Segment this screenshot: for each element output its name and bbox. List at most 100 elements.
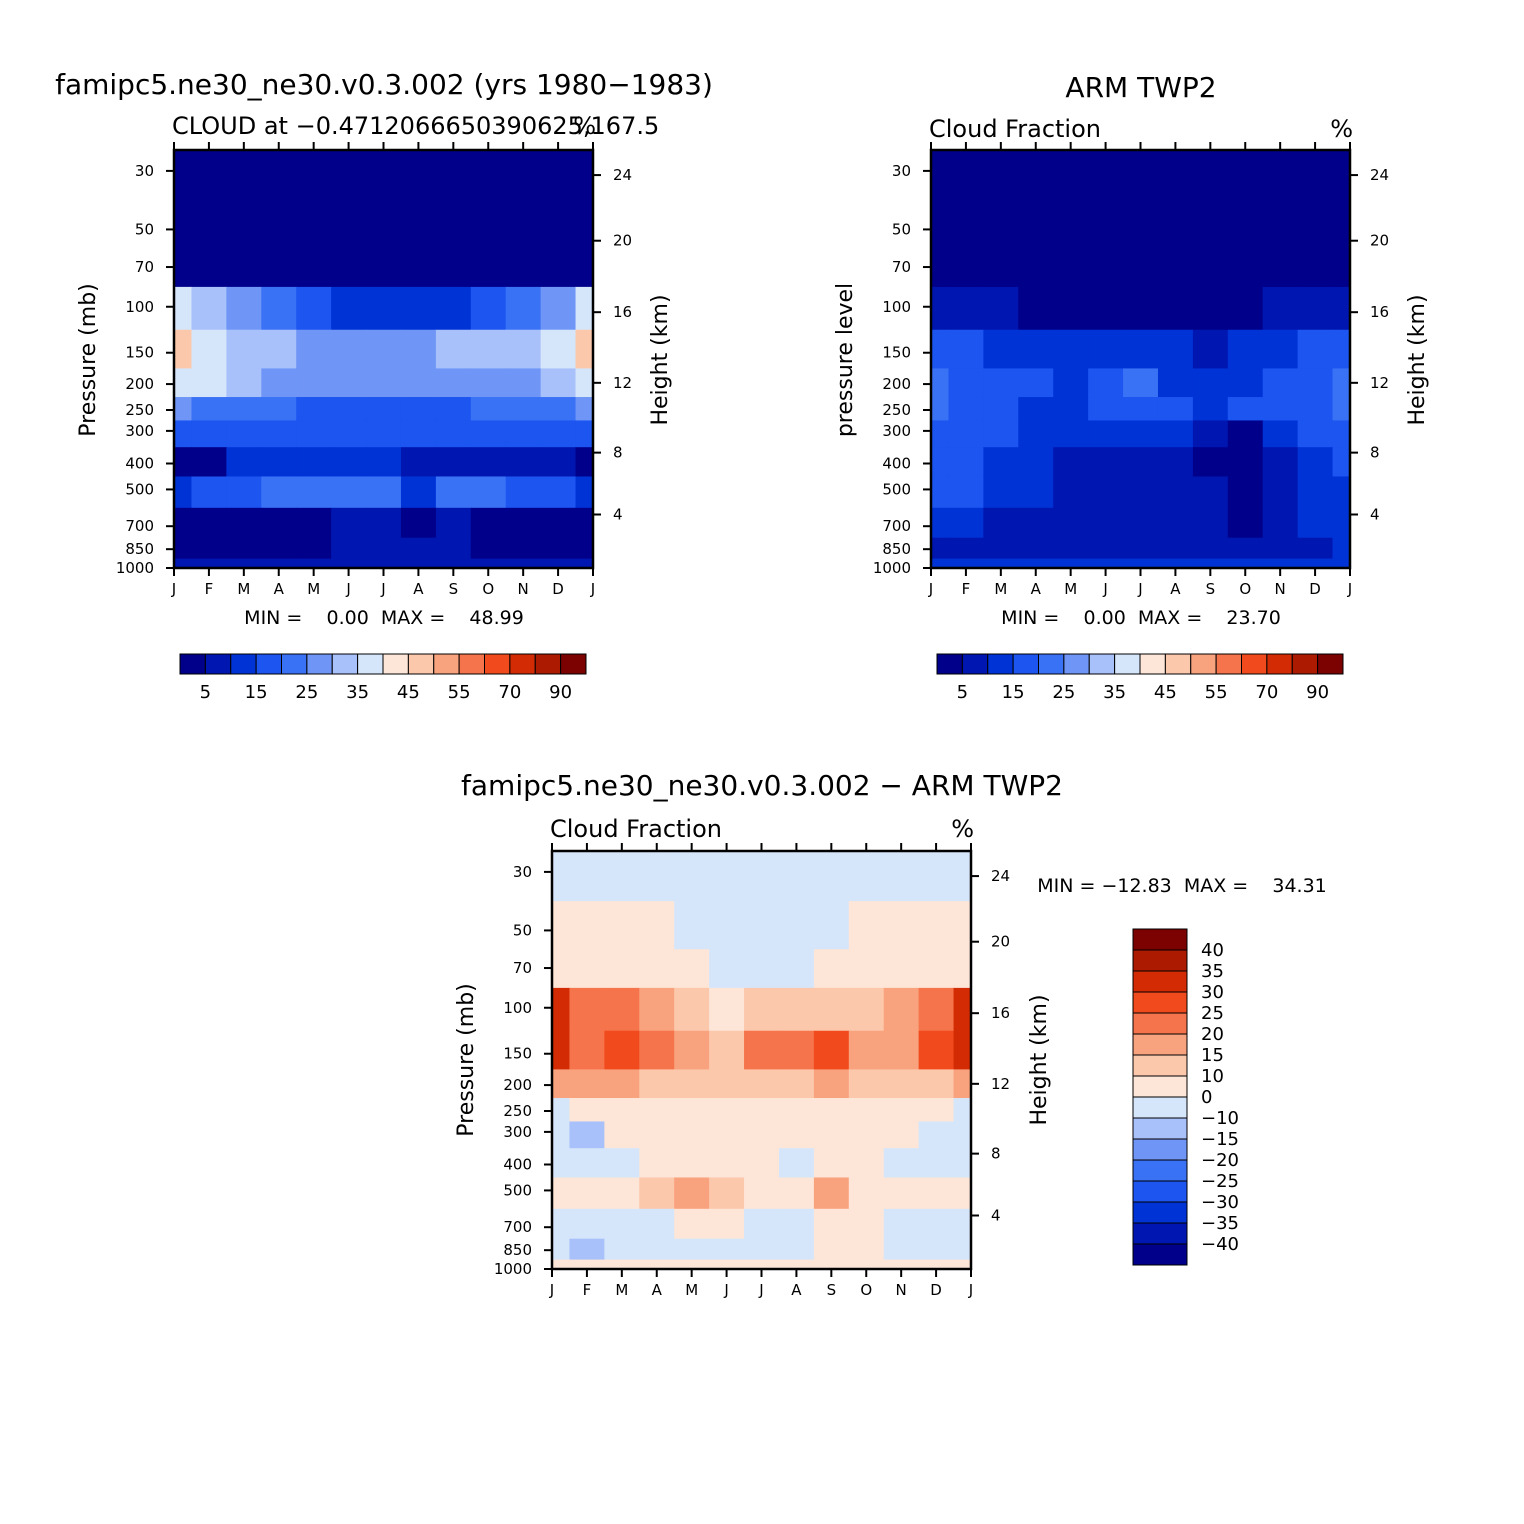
heatmap-cell: [1332, 447, 1351, 478]
heatmap-cell: [226, 476, 262, 509]
heatmap-cell: [261, 476, 297, 509]
heatmap-cell: [174, 329, 193, 370]
heatmap-cell: [540, 286, 577, 331]
heatmap-cell: [575, 420, 594, 448]
heatmap-cell: [709, 1238, 745, 1261]
colorbar-label: −35: [1201, 1213, 1239, 1234]
heatmap-cell: [1053, 150, 1089, 201]
heatmap-cell: [778, 1238, 815, 1261]
heatmap-cell: [1053, 420, 1089, 448]
y-tick-label: 850: [882, 540, 911, 558]
heatmap-cell: [744, 901, 780, 950]
heatmap-cell: [552, 901, 571, 950]
heatmap-cell: [261, 420, 297, 448]
heatmap-cell: [470, 200, 507, 249]
heatmap-cell: [674, 1098, 710, 1123]
heatmap-cell: [1053, 286, 1089, 331]
y-tick-label: 1000: [494, 1260, 532, 1278]
heatmap-cell: [744, 1177, 780, 1210]
obs-title: ARM TWP2: [1065, 71, 1216, 104]
heatmap-cell: [435, 537, 472, 560]
heatmap-cell: [639, 1259, 675, 1270]
heatmap-cell: [918, 987, 955, 1032]
heatmap-cell: [674, 1177, 710, 1210]
heatmap-cell: [435, 200, 472, 249]
heatmap-cell: [983, 329, 1019, 370]
colorbar-box: [1012, 653, 1039, 675]
heatmap-cell: [848, 1098, 885, 1123]
heatmap-cell: [331, 286, 367, 331]
y-tick-right-label: 16: [1370, 303, 1389, 321]
obs-panel: ARM TWP2 Cloud Fraction % J F M A M J J A S O N D J 3…: [833, 71, 1430, 703]
colorbar-box: [1266, 653, 1293, 675]
colorbar-label: −20: [1201, 1150, 1239, 1171]
heatmap-cell: [540, 476, 577, 509]
colorbar-box: [987, 653, 1014, 675]
heatmap-cell: [931, 558, 950, 569]
heatmap-cell: [552, 987, 571, 1032]
heatmap-cell: [1262, 248, 1299, 288]
heatmap-cell: [1297, 476, 1334, 509]
heatmap-cell: [470, 507, 507, 539]
y-tick-label: 70: [135, 258, 154, 276]
colorbar-label: −40: [1201, 1234, 1239, 1255]
y-tick-label: 1000: [116, 559, 154, 577]
heatmap-cell: [400, 507, 437, 539]
x-tick-label: O: [482, 580, 494, 598]
heatmap-cell: [1018, 447, 1054, 478]
colorbar-box: [331, 653, 359, 675]
heatmap-cell: [813, 1148, 850, 1179]
heatmap-cell: [226, 537, 262, 560]
colorbar-label: 0: [1201, 1087, 1212, 1108]
colorbar-box: [306, 653, 333, 675]
heatmap-cell: [983, 200, 1019, 249]
heatmap-cell: [983, 397, 1019, 422]
y-tick-right-label: 16: [613, 303, 632, 321]
heatmap-cell: [505, 507, 542, 539]
heatmap-cell: [1123, 248, 1159, 288]
heatmap-cell: [569, 1148, 605, 1179]
heatmap-cell: [470, 368, 507, 398]
heatmap-cell: [366, 558, 402, 569]
heatmap-cell: [575, 329, 594, 370]
heatmap-cell: [1297, 248, 1334, 288]
heatmap-cell: [400, 397, 437, 422]
heatmap-cell: [366, 537, 402, 560]
colorbar-label: 15: [245, 682, 268, 703]
heatmap-cell: [918, 851, 955, 902]
colorbar-box: [1132, 1243, 1188, 1266]
heatmap-cell: [505, 286, 542, 331]
heatmap-cell: [331, 329, 367, 370]
heatmap-cell: [744, 987, 780, 1032]
x-tick-label: J: [1137, 580, 1142, 598]
y-tick-label: 50: [513, 921, 532, 939]
obs-colorbar: 5 15 25 35 45 55 70 90: [936, 653, 1344, 703]
heatmap-cell: [1088, 329, 1124, 370]
heatmap-cell: [1192, 558, 1229, 569]
heatmap-cell: [470, 329, 507, 370]
y-tick-label: 500: [125, 480, 154, 498]
heatmap-cell: [983, 558, 1019, 569]
heatmap-cell: [191, 248, 227, 288]
obs-subtitle: Cloud Fraction: [929, 115, 1101, 143]
heatmap-cell: [813, 1177, 850, 1210]
heatmap-cell: [604, 1030, 640, 1070]
heatmap-cell: [435, 248, 472, 288]
heatmap-cell: [1192, 286, 1229, 331]
heatmap-cell: [948, 537, 984, 560]
heatmap-cell: [744, 949, 780, 989]
heatmap-cell: [1123, 537, 1159, 560]
colorbar-label: 70: [1255, 682, 1278, 703]
colorbar-label: 5: [957, 682, 968, 703]
heatmap-cell: [813, 1121, 850, 1149]
y-tick-right-label: 20: [1370, 232, 1389, 250]
heatmap-cell: [331, 150, 367, 201]
heatmap-cell: [174, 447, 193, 478]
y-tick-label: 300: [125, 422, 154, 440]
heatmap-cell: [435, 420, 472, 448]
heatmap-cell: [1157, 558, 1194, 569]
heatmap-cell: [435, 150, 472, 201]
heatmap-cell: [191, 447, 227, 478]
heatmap-cell: [191, 200, 227, 249]
model-panel: famipc5.ne30_ne30.v0.3.002 (yrs 1980−198…: [55, 68, 713, 703]
